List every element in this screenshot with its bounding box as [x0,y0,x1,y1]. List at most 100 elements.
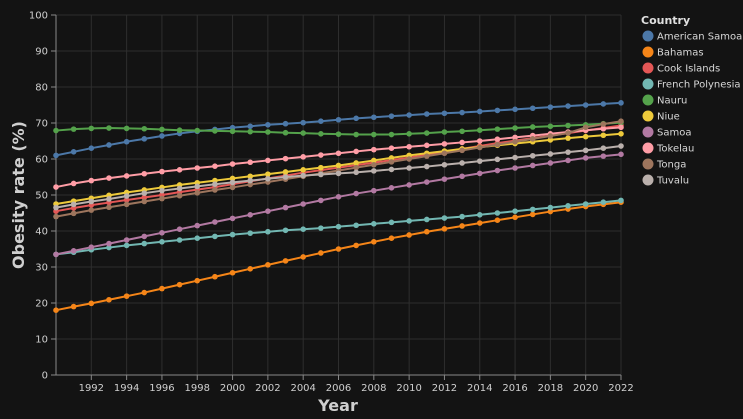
data-point[interactable] [247,266,254,272]
data-point[interactable] [141,136,148,142]
data-point[interactable] [247,181,254,188]
data-point[interactable] [335,162,342,169]
data-point[interactable] [229,184,236,191]
data-point[interactable] [159,187,165,194]
data-point[interactable] [106,196,112,202]
data-point[interactable] [406,112,412,118]
data-point[interactable] [159,126,165,133]
data-point[interactable] [618,100,624,106]
data-point[interactable] [141,194,148,201]
data-point[interactable] [618,151,624,158]
data-point[interactable] [423,142,430,149]
data-point[interactable] [494,156,501,163]
data-point[interactable] [353,169,359,176]
data-point[interactable] [476,127,483,133]
data-point[interactable] [106,204,112,211]
data-point[interactable] [423,179,430,185]
data-point[interactable] [212,128,218,134]
data-point[interactable] [406,156,412,162]
data-point[interactable] [247,123,254,130]
legend-item-bahamas[interactable]: Bahamas [642,46,704,59]
data-point[interactable] [600,145,607,151]
data-point[interactable] [600,121,607,127]
data-point[interactable] [406,131,412,137]
data-point[interactable] [547,123,554,130]
data-point[interactable] [582,124,589,131]
data-point[interactable] [265,122,271,128]
data-point[interactable] [141,190,148,196]
data-point[interactable] [247,128,254,135]
data-point[interactable] [282,169,289,175]
data-point[interactable] [123,237,130,243]
data-point[interactable] [106,296,112,303]
data-point[interactable] [53,307,59,314]
data-point[interactable] [353,115,359,122]
data-point[interactable] [70,201,77,208]
data-point[interactable] [318,118,324,124]
data-point[interactable] [176,127,183,133]
data-point[interactable] [353,190,359,197]
data-point[interactable] [194,222,201,229]
data-point[interactable] [423,111,430,117]
data-point[interactable] [476,144,483,151]
data-point[interactable] [194,277,201,284]
data-point[interactable] [123,138,130,145]
data-point[interactable] [265,208,271,214]
data-point[interactable] [88,300,95,307]
data-point[interactable] [371,221,377,227]
data-point[interactable] [600,125,607,132]
data-point[interactable] [565,122,571,129]
data-point[interactable] [476,170,483,177]
data-point[interactable] [123,242,130,249]
data-point[interactable] [371,146,377,153]
data-point[interactable] [618,124,624,131]
data-point[interactable] [353,242,359,249]
data-point[interactable] [423,163,430,170]
data-point[interactable] [423,130,430,136]
data-point[interactable] [388,235,395,241]
data-point[interactable] [388,159,395,165]
data-point[interactable] [494,167,501,174]
data-point[interactable] [229,269,236,276]
data-point[interactable] [176,226,183,232]
data-point[interactable] [159,239,165,245]
data-point[interactable] [441,161,448,168]
data-point[interactable] [282,155,289,162]
data-point[interactable] [618,143,624,149]
data-point[interactable] [600,153,607,159]
data-point[interactable] [265,262,271,268]
data-point[interactable] [476,158,483,164]
data-point[interactable] [512,106,518,113]
data-point[interactable] [353,160,359,166]
data-point[interactable] [229,215,236,222]
data-point[interactable] [176,237,183,243]
data-point[interactable] [265,176,271,182]
data-point[interactable] [565,203,571,209]
data-point[interactable] [547,133,554,139]
data-point[interactable] [529,152,536,159]
data-point[interactable] [582,102,589,108]
data-point[interactable] [371,161,377,168]
data-point[interactable] [318,152,324,158]
data-point[interactable] [335,170,342,177]
data-point[interactable] [335,116,342,123]
data-point[interactable] [582,133,589,140]
data-point[interactable] [423,216,430,223]
data-point[interactable] [70,126,77,132]
data-point[interactable] [282,258,289,264]
data-point[interactable] [212,273,218,280]
data-point[interactable] [565,149,571,155]
data-point[interactable] [371,114,377,121]
data-point[interactable] [494,136,501,142]
data-point[interactable] [406,182,412,188]
data-point[interactable] [388,185,395,191]
data-point[interactable] [194,183,201,190]
data-point[interactable] [565,135,571,141]
data-point[interactable] [318,131,324,137]
data-point[interactable] [88,125,95,132]
data-point[interactable] [265,228,271,235]
data-point[interactable] [459,223,465,229]
data-point[interactable] [547,208,554,215]
data-point[interactable] [229,128,236,135]
data-point[interactable] [123,125,130,132]
